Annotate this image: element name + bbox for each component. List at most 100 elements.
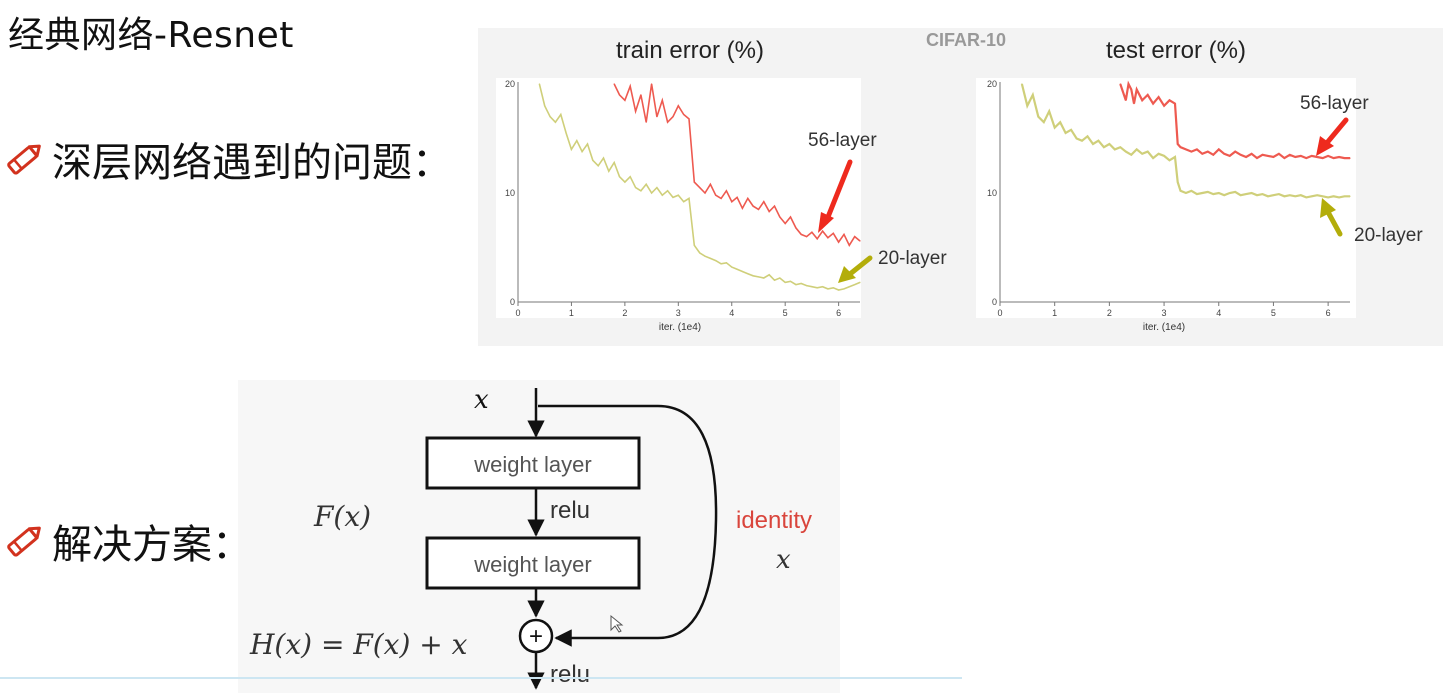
data-point-20-layer xyxy=(1201,192,1203,194)
data-point-20-layer xyxy=(1125,150,1127,153)
data-point-20-layer xyxy=(656,186,658,189)
x-tick-label: 4 xyxy=(1216,308,1221,318)
data-point-56-layer xyxy=(1316,156,1318,158)
data-point-56-layer xyxy=(1147,94,1149,96)
data-point-20-layer xyxy=(1086,135,1089,137)
chart-title: train error (%) xyxy=(616,37,764,64)
data-point-56-layer xyxy=(1338,156,1340,158)
data-point-56-layer xyxy=(731,201,733,203)
data-point-56-layer xyxy=(688,118,690,120)
data-point-20-layer xyxy=(1026,105,1028,107)
data-point-20-layer xyxy=(576,140,578,142)
data-point-20-layer xyxy=(1136,148,1138,150)
data-point-20-layer xyxy=(1316,194,1318,196)
data-point-56-layer xyxy=(1305,157,1307,159)
plus-symbol: + xyxy=(529,623,543,650)
data-point-20-layer xyxy=(560,113,562,116)
x-tick-label: 5 xyxy=(783,308,788,318)
data-point-20-layer xyxy=(597,165,599,167)
data-point-20-layer xyxy=(1327,196,1329,198)
data-point-20-layer xyxy=(1108,143,1110,145)
data-point-20-layer xyxy=(848,286,850,288)
data-point-20-layer xyxy=(768,274,770,276)
data-point-56-layer xyxy=(821,230,824,232)
data-point-56-layer xyxy=(624,99,626,101)
data-point-20-layer xyxy=(1223,194,1225,196)
residual-block-svg: x weight layer relu F(x) weight layer id… xyxy=(249,385,812,690)
x-tick-label: 2 xyxy=(1107,308,1112,318)
data-point-20-layer xyxy=(827,288,829,290)
data-point-20-layer xyxy=(816,287,818,289)
data-point-20-layer xyxy=(741,270,744,273)
data-point-20-layer xyxy=(1163,155,1165,157)
x-tick-label: 0 xyxy=(997,308,1002,318)
y-tick-label: 20 xyxy=(505,79,515,89)
data-point-56-layer xyxy=(613,83,615,85)
data-point-56-layer xyxy=(704,192,706,194)
data-point-20-layer xyxy=(1311,195,1313,197)
data-point-20-layer xyxy=(1130,154,1132,156)
data-point-20-layer xyxy=(1332,195,1335,197)
data-point-56-layer xyxy=(1179,146,1182,148)
data-point-56-layer xyxy=(1127,83,1130,85)
data-point-56-layer xyxy=(693,181,695,183)
data-point-20-layer xyxy=(843,288,845,290)
data-point-20-layer xyxy=(1190,190,1193,192)
data-point-56-layer xyxy=(789,216,792,218)
data-point-20-layer xyxy=(795,283,797,286)
data-point-20-layer xyxy=(1097,140,1100,142)
data-point-20-layer xyxy=(677,194,679,196)
data-point-56-layer xyxy=(1229,155,1231,157)
data-point-20-layer xyxy=(811,286,813,288)
data-point-20-layer xyxy=(554,121,557,123)
data-point-20-layer xyxy=(838,289,840,291)
data-point-56-layer xyxy=(1234,150,1236,153)
data-point-20-layer xyxy=(859,281,861,283)
data-point-56-layer xyxy=(843,233,845,236)
data-point-56-layer xyxy=(1245,156,1247,158)
data-point-56-layer xyxy=(811,231,813,233)
data-point-56-layer xyxy=(757,208,760,210)
data-point-56-layer xyxy=(827,237,829,239)
data-point-56-layer xyxy=(699,186,701,189)
chart-title: test error (%) xyxy=(1106,37,1246,64)
identity-skip-connection xyxy=(538,404,718,647)
data-point-20-layer xyxy=(1283,195,1285,197)
data-point-56-layer xyxy=(1322,157,1324,159)
data-point-56-layer xyxy=(720,197,722,200)
data-point-56-layer xyxy=(859,240,861,242)
data-point-20-layer xyxy=(1021,83,1023,85)
data-point-20-layer xyxy=(779,277,781,279)
data-point-20-layer xyxy=(1037,116,1039,118)
data-point-56-layer xyxy=(1278,153,1280,155)
data-point-56-layer xyxy=(725,190,728,192)
data-point-20-layer xyxy=(1234,191,1236,193)
x-tick-label: 5 xyxy=(1271,308,1276,318)
data-point-20-layer xyxy=(720,263,722,265)
y-tick-label: 20 xyxy=(987,79,997,89)
data-point-20-layer xyxy=(757,276,760,278)
annotation-20-layer: 20-layer xyxy=(878,248,947,269)
data-point-56-layer xyxy=(1256,157,1258,159)
data-point-20-layer xyxy=(763,277,765,279)
series-line-56-layer xyxy=(1119,80,1350,160)
x-tick-label: 0 xyxy=(515,308,520,318)
data-point-56-layer xyxy=(1174,103,1176,105)
data-point-20-layer xyxy=(624,181,626,183)
data-point-20-layer xyxy=(661,194,663,196)
data-point-20-layer xyxy=(1054,127,1056,129)
fx-label: F(x) xyxy=(313,500,371,533)
data-point-20-layer xyxy=(1059,121,1061,123)
data-point-20-layer xyxy=(854,283,856,286)
data-point-20-layer xyxy=(704,255,706,257)
data-point-20-layer xyxy=(1338,196,1340,198)
arrow-20-layer xyxy=(1320,198,1343,237)
data-point-56-layer xyxy=(1212,154,1214,156)
data-point-56-layer xyxy=(1240,154,1242,156)
y-tick-label: 0 xyxy=(992,297,997,307)
data-point-20-layer xyxy=(1157,153,1160,155)
data-point-20-layer xyxy=(1240,194,1242,196)
data-point-56-layer xyxy=(1349,157,1351,159)
data-point-20-layer xyxy=(805,285,808,287)
x-axis-label: iter. (1e4) xyxy=(1143,322,1185,333)
